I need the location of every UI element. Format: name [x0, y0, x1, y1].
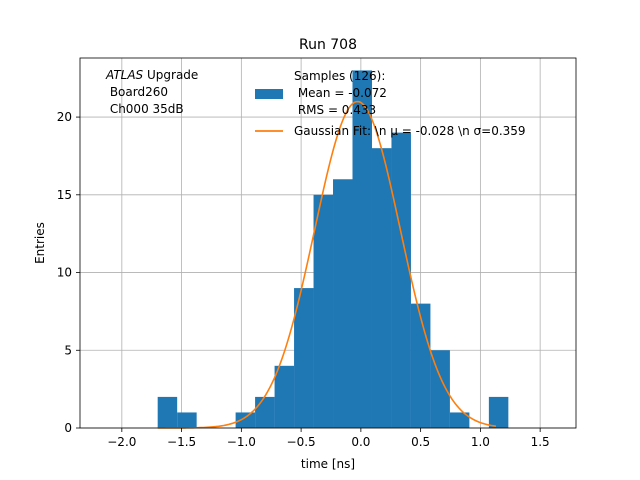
histogram-bar	[391, 132, 411, 429]
y-tick-label: 10	[57, 266, 72, 280]
legend-swatch-samples	[255, 89, 283, 99]
histogram-bar	[255, 396, 275, 428]
histogram-bar	[177, 412, 197, 428]
x-tick-label: 1.0	[471, 435, 490, 449]
x-tick-label: 0.5	[411, 435, 430, 449]
x-tick-label: 0.0	[351, 435, 370, 449]
y-axis-ticks: 0 5 10 15 20	[57, 110, 80, 435]
histogram-bar	[157, 396, 178, 428]
y-tick-label: 5	[64, 343, 72, 357]
x-axis-ticks: −2.0 −1.5 −1.0 −0.5 0.0 0.5 1.0 1.5	[107, 428, 550, 449]
histogram-bar	[294, 288, 314, 428]
annotation-upgrade: Upgrade	[143, 68, 198, 82]
histogram-bar	[313, 194, 334, 428]
histogram-bar	[274, 365, 295, 428]
histogram-bar	[235, 412, 256, 428]
x-axis-label: time [ns]	[301, 457, 355, 471]
histogram-bar	[488, 396, 509, 428]
histogram-bar	[352, 70, 372, 428]
gaussian-fit-line	[157, 100, 497, 429]
y-tick-label: 20	[57, 110, 72, 124]
atlas-annotation: ATLAS Upgrade Board260 Ch000 35dB	[105, 68, 198, 116]
plot-area-frame	[79, 57, 577, 429]
legend-samples-line-3: RMS = 0.433	[294, 103, 376, 117]
annotation-line-2: Board260	[106, 85, 168, 99]
histogram-bars	[157, 70, 509, 429]
x-tick-label: −2.0	[107, 435, 136, 449]
x-tick-label: −1.5	[167, 435, 196, 449]
y-tick-label: 0	[64, 421, 72, 435]
legend-gaussian-label: Gaussian Fit: \n μ = -0.028 \n σ=0.359	[294, 124, 526, 138]
x-tick-label: −0.5	[287, 435, 316, 449]
x-tick-label: 1.5	[531, 435, 550, 449]
histogram-bar	[410, 303, 431, 428]
chart-title: Run 708	[299, 37, 357, 53]
annotation-line-3: Ch000 35dB	[106, 102, 184, 116]
legend-samples-line-2: Mean = -0.072	[294, 86, 387, 100]
y-tick-label: 15	[57, 188, 72, 202]
histogram-bar	[430, 350, 450, 428]
histogram-bar	[449, 412, 470, 428]
legend: Samples (126): Mean = -0.072 RMS = 0.433…	[255, 69, 526, 138]
annotation-atlas-italic: ATLAS	[105, 68, 144, 82]
gaussian-fit-curve	[157, 100, 497, 429]
legend-samples-line-1: Samples (126):	[294, 69, 385, 83]
y-axis-label: Entries	[33, 222, 47, 264]
histogram-bar	[371, 148, 392, 428]
annotation-line-1: ATLAS Upgrade	[105, 68, 198, 82]
histogram-bar	[333, 179, 353, 428]
x-tick-label: −1.0	[227, 435, 256, 449]
